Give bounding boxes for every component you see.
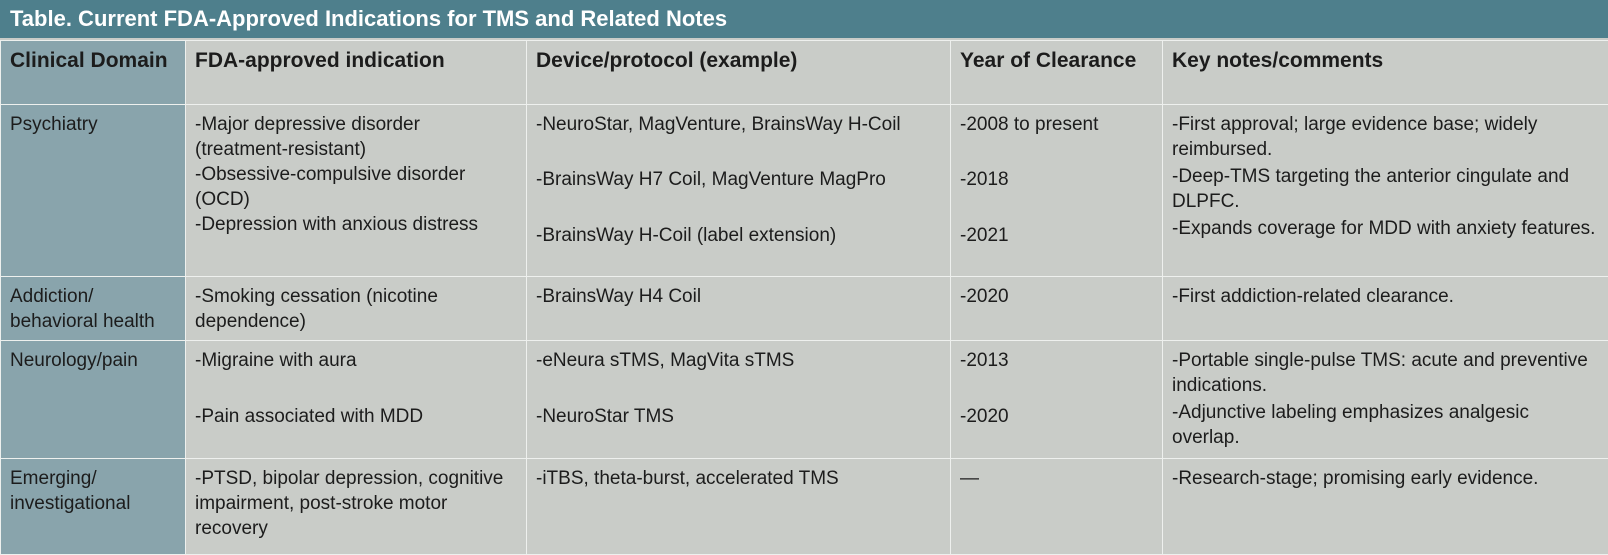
- notes-cell: -Research-stage; promising early evidenc…: [1163, 459, 1608, 555]
- table-header-row: Clinical Domain FDA-approved indication …: [1, 41, 1608, 105]
- indication-cell: -PTSD, bipolar depression, cognitive imp…: [186, 459, 527, 555]
- device-cell: -iTBS, theta-burst, accelerated TMS: [527, 459, 951, 555]
- header-device: Device/protocol (example): [527, 41, 951, 105]
- device-item: -BrainsWay H7 Coil, MagVenture MagPro: [536, 167, 941, 223]
- indication-item: -Major depressive disorder (treatment-re…: [195, 112, 517, 162]
- indication-item: -Obsessive-compulsive disorder (OCD): [195, 162, 517, 212]
- note-item: -Adjunctive labeling emphasizes analgesi…: [1172, 400, 1599, 450]
- indication-cell: -Major depressive disorder (treatment-re…: [186, 105, 527, 277]
- note-item: -Expands coverage for MDD with anxiety f…: [1172, 216, 1599, 241]
- device-item: -NeuroStar TMS: [536, 404, 941, 429]
- year-cell: —: [951, 459, 1163, 555]
- note-item: -First addiction-related clearance.: [1172, 284, 1599, 309]
- note-item: -Research-stage; promising early evidenc…: [1172, 466, 1599, 491]
- domain-cell: Psychiatry: [1, 105, 186, 277]
- table-row: Neurology/pain -Migraine with aura -Pain…: [1, 341, 1608, 459]
- header-notes: Key notes/comments: [1163, 41, 1608, 105]
- note-item: -Portable single-pulse TMS: acute and pr…: [1172, 348, 1599, 398]
- header-clinical-domain: Clinical Domain: [1, 41, 186, 105]
- device-item: -BrainsWay H-Coil (label extension): [536, 223, 941, 248]
- year-item: —: [960, 466, 1153, 491]
- notes-cell: -First approval; large evidence base; wi…: [1163, 105, 1608, 277]
- device-cell: -BrainsWay H4 Coil: [527, 277, 951, 341]
- indications-table: Clinical Domain FDA-approved indication …: [0, 40, 1608, 555]
- year-item: -2013: [960, 348, 1153, 404]
- indication-item: -Depression with anxious distress: [195, 212, 517, 237]
- table-title: Table. Current FDA-Approved Indications …: [0, 0, 1608, 38]
- note-item: -First approval; large evidence base; wi…: [1172, 112, 1599, 162]
- device-item: -NeuroStar, MagVenture, BrainsWay H-Coil: [536, 112, 941, 167]
- notes-cell: -First addiction-related clearance.: [1163, 277, 1608, 341]
- indication-cell: -Smoking cessation (nicotine dependence): [186, 277, 527, 341]
- note-item: -Deep-TMS targeting the anterior cingula…: [1172, 164, 1599, 214]
- domain-cell: Neurology/pain: [1, 341, 186, 459]
- indication-item: -Migraine with aura: [195, 348, 517, 404]
- table-row: Addiction/ behavioral health -Smoking ce…: [1, 277, 1608, 341]
- device-item: -eNeura sTMS, MagVita sTMS: [536, 348, 941, 404]
- indication-cell: -Migraine with aura -Pain associated wit…: [186, 341, 527, 459]
- notes-cell: -Portable single-pulse TMS: acute and pr…: [1163, 341, 1608, 459]
- device-cell: -NeuroStar, MagVenture, BrainsWay H-Coil…: [527, 105, 951, 277]
- year-item: -2021: [960, 223, 1153, 248]
- header-year: Year of Clearance: [951, 41, 1163, 105]
- device-item: -BrainsWay H4 Coil: [536, 284, 941, 309]
- year-item: -2020: [960, 404, 1153, 429]
- indication-item: -Smoking cessation (nicotine dependence): [195, 284, 517, 334]
- device-item: -iTBS, theta-burst, accelerated TMS: [536, 466, 941, 491]
- year-item: -2018: [960, 167, 1153, 223]
- year-item: -2008 to present: [960, 112, 1153, 167]
- table-row: Emerging/ investigational -PTSD, bipolar…: [1, 459, 1608, 555]
- year-cell: -2013 -2020: [951, 341, 1163, 459]
- indication-item: -Pain associated with MDD: [195, 404, 517, 429]
- indication-item: -PTSD, bipolar depression, cognitive imp…: [195, 466, 517, 541]
- domain-cell: Emerging/ investigational: [1, 459, 186, 555]
- domain-cell: Addiction/ behavioral health: [1, 277, 186, 341]
- header-indication: FDA-approved indication: [186, 41, 527, 105]
- year-cell: -2008 to present -2018 -2021: [951, 105, 1163, 277]
- device-cell: -eNeura sTMS, MagVita sTMS -NeuroStar TM…: [527, 341, 951, 459]
- table-row: Psychiatry -Major depressive disorder (t…: [1, 105, 1608, 277]
- year-cell: -2020: [951, 277, 1163, 341]
- year-item: -2020: [960, 284, 1153, 309]
